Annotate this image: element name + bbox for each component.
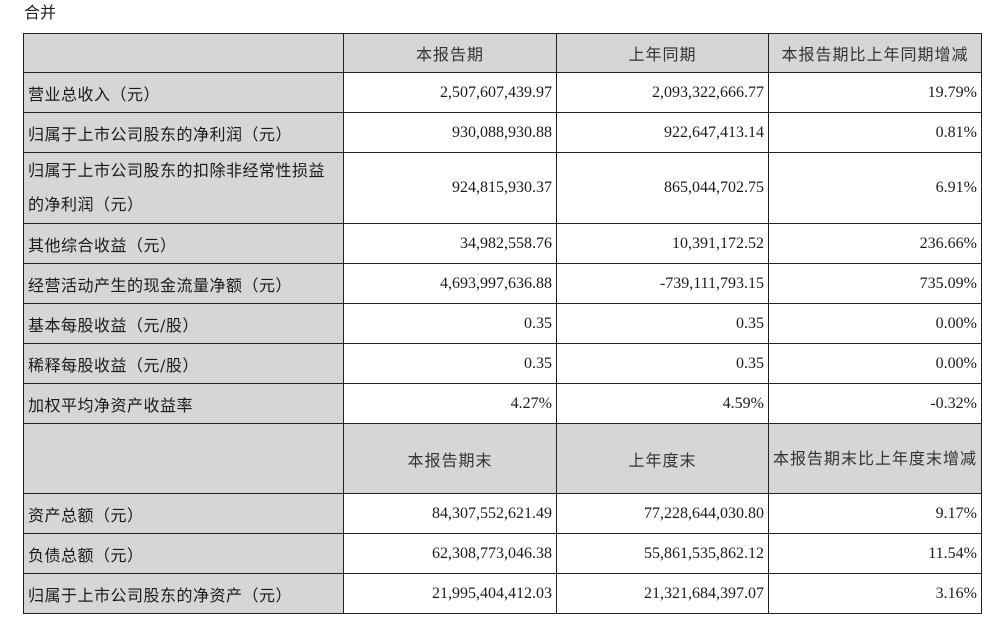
header-cell-change: 本报告期比上年同期增减 [768,33,982,73]
cell-current: 924,815,930.37 [343,152,557,224]
row-label: 基本每股收益（元/股） [23,303,344,344]
table-row: 负债总额（元） 62,308,773,046.38 55,861,535,862… [23,533,982,574]
cell-current: 21,995,404,412.03 [343,573,557,614]
cell-prior: 0.35 [556,343,769,384]
header-cell-current-period: 本报告期 [343,33,557,73]
header-cell-current-period-end: 本报告期末 [343,423,557,494]
financial-summary-table: 本报告期 上年同期 本报告期比上年同期增减 营业总收入（元） 2,507,607… [23,33,982,614]
table-row: 资产总额（元） 84,307,552,621.49 77,228,644,030… [23,493,982,534]
cell-current: 84,307,552,621.49 [343,493,557,534]
cell-prior: 4.59% [556,383,769,424]
cell-prior: 2,093,322,666.77 [556,72,769,113]
table-row: 基本每股收益（元/股） 0.35 0.35 0.00% [23,303,982,344]
row-label: 稀释每股收益（元/股） [23,343,344,384]
row-label: 加权平均净资产收益率 [23,383,344,424]
cell-current: 2,507,607,439.97 [343,72,557,113]
cell-change: 11.54% [768,533,982,574]
table-row: 稀释每股收益（元/股） 0.35 0.35 0.00% [23,343,982,384]
table-row: 归属于上市公司股东的扣除非经常性损益的净利润（元） 924,815,930.37… [23,152,982,224]
row-label: 营业总收入（元） [23,72,344,113]
cell-change: 9.17% [768,493,982,534]
header-cell-blank [23,423,344,494]
table-row: 其他综合收益（元） 34,982,558.76 10,391,172.52 23… [23,223,982,264]
cell-current: 4,693,997,636.88 [343,263,557,304]
cell-change: -0.32% [768,383,982,424]
cell-current: 34,982,558.76 [343,223,557,264]
header-cell-blank [23,33,344,73]
row-label: 资产总额（元） [23,493,344,534]
header-cell-change: 本报告期末比上年度末增减 [768,423,982,494]
cell-prior: 10,391,172.52 [556,223,769,264]
cell-current: 62,308,773,046.38 [343,533,557,574]
cell-current: 930,088,930.88 [343,112,557,153]
row-label: 归属于上市公司股东的净资产（元） [23,573,344,614]
cell-change: 0.00% [768,303,982,344]
cell-change: 3.16% [768,573,982,614]
cell-current: 4.27% [343,383,557,424]
cell-current: 0.35 [343,303,557,344]
table-row: 归属于上市公司股东的净资产（元） 21,995,404,412.03 21,32… [23,573,982,614]
row-label: 经营活动产生的现金流量净额（元） [23,263,344,304]
cell-prior: 55,861,535,862.12 [556,533,769,574]
cell-prior: 922,647,413.14 [556,112,769,153]
cell-change: 0.00% [768,343,982,384]
table-header-period: 本报告期 上年同期 本报告期比上年同期增减 [23,33,982,73]
cell-prior: 21,321,684,397.07 [556,573,769,614]
row-label: 负债总额（元） [23,533,344,574]
table-row: 加权平均净资产收益率 4.27% 4.59% -0.32% [23,383,982,424]
cell-change: 6.91% [768,152,982,224]
table-row: 归属于上市公司股东的净利润（元） 930,088,930.88 922,647,… [23,112,982,153]
table-row: 营业总收入（元） 2,507,607,439.97 2,093,322,666.… [23,72,982,113]
row-label: 归属于上市公司股东的净利润（元） [23,112,344,153]
cell-current: 0.35 [343,343,557,384]
header-cell-prior-year-end: 上年度末 [556,423,769,494]
header-cell-prior-period: 上年同期 [556,33,769,73]
cell-prior: 865,044,702.75 [556,152,769,224]
table-caption: 合并 [24,3,57,22]
cell-prior: 77,228,644,030.80 [556,493,769,534]
table-header-period-end: 本报告期末 上年度末 本报告期末比上年度末增减 [23,423,982,494]
row-label: 其他综合收益（元） [23,223,344,264]
cell-change: 236.66% [768,223,982,264]
row-label: 归属于上市公司股东的扣除非经常性损益的净利润（元） [23,152,344,224]
table-row: 经营活动产生的现金流量净额（元） 4,693,997,636.88 -739,1… [23,263,982,304]
cell-change: 0.81% [768,112,982,153]
cell-prior: 0.35 [556,303,769,344]
cell-prior: -739,111,793.15 [556,263,769,304]
cell-change: 735.09% [768,263,982,304]
cell-change: 19.79% [768,72,982,113]
